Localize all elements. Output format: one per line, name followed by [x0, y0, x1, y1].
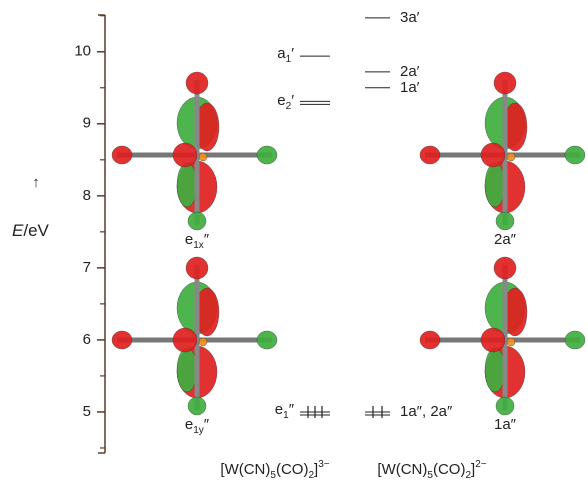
lobe — [496, 212, 514, 230]
formula-part: 2− — [475, 459, 487, 470]
diagram: ↑ E/eV 5 6 7 8 9 10 a1′ e2′ e1″ [W(CN)5(CO)2]3− 3a… — [0, 0, 588, 496]
level-label: e1y″ — [185, 416, 210, 436]
axis-label: E/eV — [12, 221, 50, 240]
lobe — [494, 257, 516, 279]
level-label: 1a′ — [400, 79, 420, 96]
level-label: 3a′ — [400, 9, 420, 26]
label-main: e — [185, 416, 193, 433]
label-sub: 1x — [193, 240, 204, 251]
lobe — [507, 153, 515, 161]
lobe — [420, 331, 440, 349]
lobe — [485, 348, 505, 392]
tick-label: 5 — [83, 403, 91, 420]
lobe — [420, 146, 440, 164]
lobe — [199, 338, 207, 346]
level-label: e1x″ — [185, 231, 210, 251]
lobe — [507, 338, 515, 346]
orbital-picture — [420, 257, 585, 415]
lobe — [199, 153, 207, 161]
lobe — [188, 212, 206, 230]
formula: [W(CN)5(CO)2]2− — [377, 459, 486, 481]
label-prime: ′ — [291, 45, 294, 62]
level-label: 2a″ — [494, 231, 517, 248]
formula-part: (CO) — [433, 461, 466, 478]
orbital-picture — [112, 72, 277, 230]
label-main: 2a″ — [494, 231, 517, 248]
lobe — [494, 72, 516, 94]
label-prime: ″ — [289, 401, 295, 418]
label-main: e — [185, 231, 193, 248]
orbital-picture — [420, 72, 585, 230]
label-prime: ″ — [204, 416, 210, 433]
lobe — [177, 163, 197, 207]
level-label: e2′ — [277, 92, 294, 112]
tick-label: 6 — [83, 331, 91, 348]
lobe — [257, 146, 277, 164]
label-main: 1a″ — [494, 416, 517, 433]
formula: [W(CN)5(CO)2]3− — [220, 459, 329, 481]
orbital-picture — [112, 257, 277, 415]
lobe — [188, 397, 206, 415]
label-prime: ′ — [291, 92, 294, 109]
formula-part: (CO) — [276, 461, 309, 478]
lobe — [257, 331, 277, 349]
label-main: 3a′ — [400, 9, 420, 26]
lobe — [496, 397, 514, 415]
tick-label: 7 — [83, 259, 91, 276]
lobe — [481, 143, 505, 167]
level-label: 1a″ — [494, 416, 517, 433]
tick-label: 8 — [83, 187, 91, 204]
lobe — [186, 257, 208, 279]
lobe — [186, 72, 208, 94]
label-main: e — [277, 92, 285, 109]
label-main: 1a′ — [400, 79, 420, 96]
lobe — [485, 163, 505, 207]
lobe — [565, 331, 585, 349]
lobe — [565, 146, 585, 164]
label-main: e — [275, 401, 283, 418]
level-label: 2a′ — [400, 63, 420, 80]
label-sub: 1y — [193, 425, 204, 436]
formula-part: [W(CN) — [377, 461, 427, 478]
label-main: 1a″, 2a″ — [400, 403, 453, 420]
tick-label: 9 — [83, 115, 91, 132]
label-main: 2a′ — [400, 63, 420, 80]
level-label: 1a″, 2a″ — [400, 403, 453, 420]
lobe — [112, 331, 132, 349]
lobe — [173, 143, 197, 167]
lobe — [112, 146, 132, 164]
axis-arrow: ↑ — [32, 174, 40, 191]
lobe — [173, 328, 197, 352]
label-prime: ″ — [204, 231, 210, 248]
formula-part: 3− — [318, 459, 330, 470]
level-label: e1″ — [275, 401, 295, 421]
lobe — [177, 348, 197, 392]
formula-part: [W(CN) — [220, 461, 270, 478]
tick-label: 10 — [74, 43, 91, 60]
lobe — [481, 328, 505, 352]
level-label: a1′ — [277, 45, 294, 65]
